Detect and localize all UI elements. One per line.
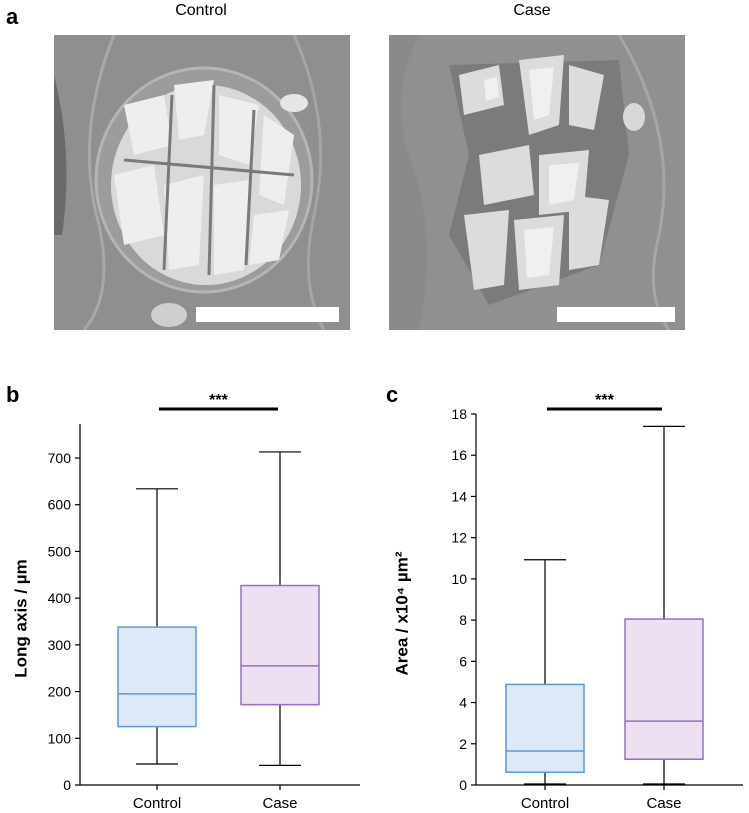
b-y-tick-label: 0 xyxy=(63,777,71,793)
b-y-tick-label: 600 xyxy=(48,497,72,513)
c-y-tick-label: 4 xyxy=(459,695,467,711)
control-micrograph xyxy=(54,35,350,330)
b-y-tick-label: 200 xyxy=(48,684,72,700)
b-y-tick-label: 300 xyxy=(48,637,72,653)
c-y-tick-label: 8 xyxy=(459,612,467,628)
control-scale-bar xyxy=(196,307,339,322)
b-y-tick-label: 100 xyxy=(48,730,72,746)
c-y-axis-label: Area / x10⁴ µm² xyxy=(392,551,411,675)
b-case-x-tick-label: Case xyxy=(262,795,297,812)
b-y-tick-label: 400 xyxy=(48,590,72,606)
b-control-box xyxy=(117,626,197,728)
b-control-x-tick-label: Control xyxy=(133,795,181,812)
c-case-box xyxy=(624,618,704,760)
b-y-tick-label: 700 xyxy=(48,450,72,466)
c-case-x-tick-label: Case xyxy=(646,795,681,812)
c-y-tick-label: 10 xyxy=(451,571,467,587)
case-image-title: Case xyxy=(513,2,551,19)
panel-letter-b: b xyxy=(6,382,20,407)
c-y-tick-label: 12 xyxy=(451,530,467,546)
control-image-title: Control xyxy=(175,2,227,19)
c-y-tick-label: 14 xyxy=(451,488,467,504)
c-control-x-tick-label: Control xyxy=(521,795,569,812)
case-scale-bar xyxy=(557,307,675,322)
panel-letter-c: c xyxy=(386,382,399,407)
c-y-tick-label: 0 xyxy=(459,777,467,793)
c-y-tick-label: 2 xyxy=(459,736,467,752)
c-y-tick-label: 18 xyxy=(451,406,467,422)
c-y-tick-label: 6 xyxy=(459,653,467,669)
b-case-box xyxy=(240,584,320,706)
c-y-tick-label: 16 xyxy=(451,447,467,463)
b-y-tick-label: 500 xyxy=(48,543,72,559)
c-control-box xyxy=(505,683,585,773)
panel-letter-a: a xyxy=(6,4,19,29)
b-y-axis-label: Long axis / µm xyxy=(11,559,30,677)
c-significance-label: *** xyxy=(595,392,614,409)
b-significance-label: *** xyxy=(209,392,228,409)
case-micrograph xyxy=(389,35,685,330)
